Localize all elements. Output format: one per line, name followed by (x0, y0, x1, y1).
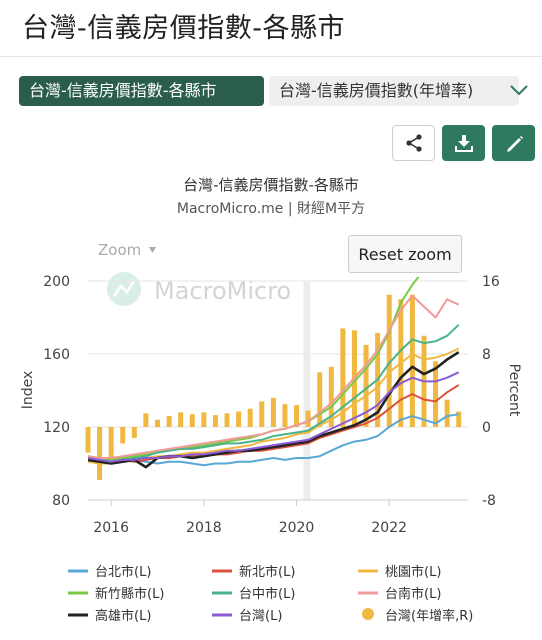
x-tick-label-3: 2022 (371, 520, 407, 536)
svg-text:新竹縣市(L): 新竹縣市(L) (95, 586, 164, 602)
x-tick-label-1: 2018 (186, 520, 222, 536)
download-icon (454, 135, 473, 152)
bar-8-10 (201, 412, 207, 427)
bar-8-28 (409, 294, 415, 427)
svg-text:新北市(L): 新北市(L) (239, 564, 295, 580)
y-tick-label-3: 200 (43, 274, 70, 290)
watermark-logo-mark (112, 280, 136, 297)
bar-8-12 (224, 413, 230, 427)
legend-item-taichung[interactable]: 台中市(L) (212, 586, 295, 602)
y-tick-label-2: 160 (43, 347, 70, 363)
chevron-down-icon[interactable] (508, 78, 530, 102)
bar-8-1 (97, 427, 103, 480)
legend-item-taoyuan[interactable]: 桃園市(L) (358, 564, 441, 580)
bar-8-19 (305, 410, 311, 427)
svg-text:台南市(L): 台南市(L) (385, 586, 441, 602)
legend-item-hsinchu[interactable]: 新竹縣市(L) (68, 586, 164, 602)
bar-8-3 (120, 427, 126, 444)
zoom-control[interactable]: Zoom (98, 241, 156, 259)
bar-8-31 (444, 399, 450, 427)
watermark-text: MacroMicro (154, 277, 291, 305)
bar-8-0 (85, 427, 91, 453)
bar-8-8 (178, 412, 184, 427)
legend-item-kaohsiung[interactable]: 高雄市(L) (68, 608, 151, 624)
house-price-index-chart: 台灣-信義房價指數-各縣市 MacroMicro.me | 財經M平方 Zoom… (20, 176, 522, 624)
y-tick-label-0: 80 (52, 493, 70, 509)
shaded-region (303, 281, 311, 500)
svg-text:台北市(L): 台北市(L) (95, 564, 151, 580)
bar-8-9 (189, 414, 195, 427)
title-divider (0, 56, 542, 57)
share-icon (405, 134, 422, 152)
series-line-6 (88, 351, 460, 469)
y2-tick-label-1: 0 (482, 420, 491, 436)
series-line-5 (88, 294, 460, 459)
bar-8-13 (236, 411, 242, 427)
y2-axis-label: Percent (506, 364, 522, 417)
series-line-1 (88, 384, 460, 463)
svg-text:台灣(L): 台灣(L) (239, 609, 282, 624)
bar-8-24 (363, 344, 369, 427)
legend-item-new-taipei[interactable]: 新北市(L) (212, 564, 295, 580)
legend-item-taiwan[interactable]: 台灣(L) (212, 609, 282, 624)
svg-text:桃園市(L): 桃園市(L) (385, 564, 441, 580)
y-tick-label-1: 120 (43, 420, 70, 436)
bar-8-26 (386, 294, 392, 427)
bar-8-16 (270, 397, 276, 427)
page-title: 台灣-信義房價指數-各縣市 (22, 13, 345, 44)
pencil-icon (506, 136, 523, 152)
bar-8-18 (294, 405, 300, 427)
bar-8-14 (247, 408, 253, 427)
legend-item-taiwan-yoy[interactable]: 台灣(年增率,R) (362, 608, 473, 624)
x-tick-label-0: 2016 (93, 520, 129, 536)
bar-8-15 (259, 401, 265, 427)
svg-text:台灣(年增率,R): 台灣(年增率,R) (385, 608, 473, 624)
x-tick-label-2: 2020 (279, 520, 315, 536)
zoom-label: Zoom (98, 241, 141, 259)
y-axis-label: Index (20, 371, 36, 410)
bar-8-11 (212, 415, 218, 427)
bar-8-20 (317, 372, 323, 427)
bar-8-2 (108, 427, 114, 459)
bar-8-7 (166, 416, 172, 427)
y2-tick-label-0: -8 (482, 493, 496, 509)
tab-taiwan-house-price-index-by-city[interactable]: 台灣-信義房價指數-各縣市 (19, 76, 264, 106)
chart-subtitle: MacroMicro.me | 財經M平方 (177, 201, 365, 217)
bar-8-32 (456, 411, 462, 427)
bar-8-5 (143, 413, 149, 427)
bar-8-30 (433, 361, 439, 427)
svg-text:高雄市(L): 高雄市(L) (95, 608, 151, 624)
bar-8-17 (282, 404, 288, 427)
reset-zoom-button[interactable]: Reset zoom (348, 235, 462, 273)
edit-button[interactable] (492, 125, 535, 161)
zoom-caret-icon (149, 247, 156, 253)
legend: 台北市(L) 新北市(L) 桃園市(L) 新竹縣市(L) 台中市(L) 台南市(… (68, 564, 473, 624)
bar-8-21 (328, 366, 334, 427)
bar-8-6 (155, 419, 161, 427)
series-line-4 (88, 324, 460, 463)
series-line-7 (88, 371, 460, 463)
bar-8-22 (340, 328, 346, 427)
chart-title: 台灣-信義房價指數-各縣市 (183, 176, 359, 194)
bar-8-4 (131, 427, 137, 438)
y2-tick-label-2: 8 (482, 347, 491, 363)
watermark: MacroMicro (107, 272, 291, 306)
legend-item-taipei[interactable]: 台北市(L) (68, 564, 151, 580)
tab-taiwan-house-price-index-yoy[interactable]: 台灣-信義房價指數(年增率) (269, 76, 519, 106)
svg-text:台中市(L): 台中市(L) (239, 586, 295, 602)
share-button[interactable] (392, 125, 435, 161)
y2-tick-label-3: 16 (482, 274, 500, 290)
legend-item-tainan[interactable]: 台南市(L) (358, 586, 441, 602)
series-line-0 (88, 413, 459, 467)
download-button[interactable] (442, 125, 485, 161)
